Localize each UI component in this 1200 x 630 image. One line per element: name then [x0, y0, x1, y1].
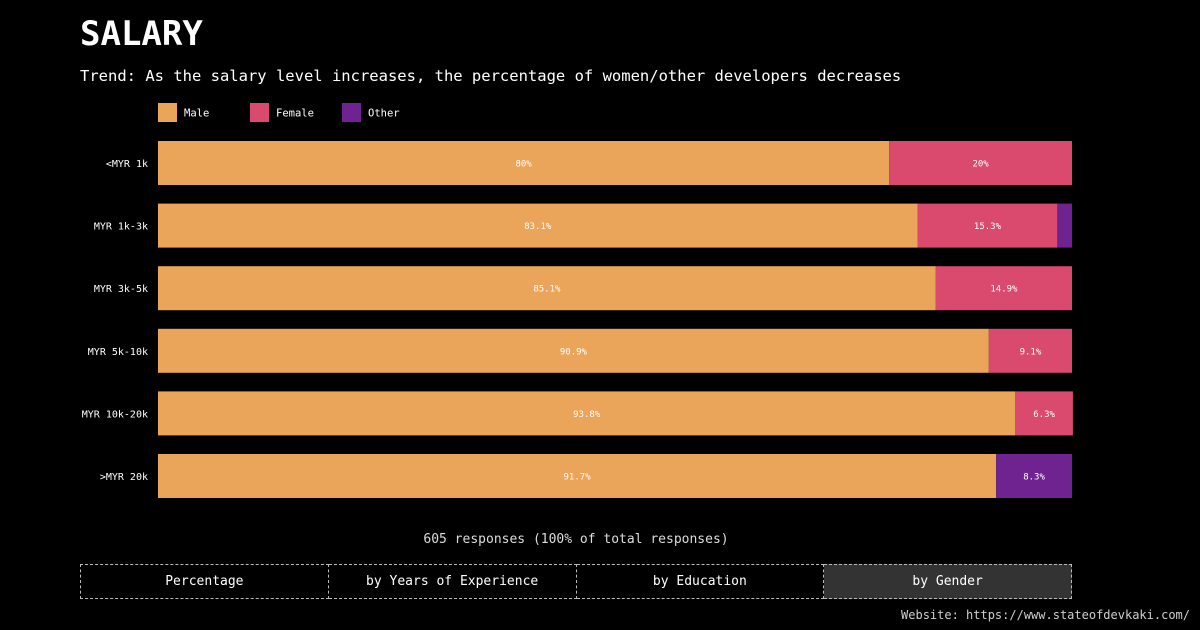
data-label-female: 15.3%: [974, 222, 1002, 232]
bar-other: [996, 454, 1072, 498]
bar-male: [158, 266, 936, 311]
bar-female: [1015, 391, 1073, 436]
legend-swatch-female: [250, 103, 269, 122]
category-label: MYR 3k-5k: [94, 284, 148, 295]
bar-male: [158, 141, 890, 185]
website-link[interactable]: Website: https://www.stateofdevkaki.com/: [901, 608, 1190, 622]
bar-female: [917, 203, 1058, 248]
category-label: MYR 1k-3k: [94, 222, 148, 233]
legend-swatch-other: [342, 103, 361, 122]
data-label-male: 93.8%: [573, 410, 601, 420]
page-subtitle: Trend: As the salary level increases, th…: [80, 67, 902, 85]
bar-female: [889, 141, 1072, 185]
data-label-male: 83.1%: [524, 222, 552, 232]
legend-label-male: Male: [184, 108, 209, 120]
tab-gender[interactable]: by Gender: [824, 564, 1072, 599]
tab-years-of-experience[interactable]: by Years of Experience: [328, 564, 577, 599]
chart-view-tabs: Percentage by Years of Experience by Edu…: [80, 564, 1072, 599]
category-label: <MYR 1k: [106, 159, 148, 170]
data-label-male: 91.7%: [564, 473, 592, 483]
data-label-female: 9.1%: [1020, 347, 1042, 357]
tab-percentage[interactable]: Percentage: [80, 564, 329, 599]
data-label-male: 80%: [515, 160, 532, 170]
legend-label-other: Other: [368, 108, 400, 120]
data-label-male: 85.1%: [533, 285, 561, 295]
legend-swatch-male: [158, 103, 177, 122]
tab-education[interactable]: by Education: [576, 564, 825, 599]
data-label-other: 8.3%: [1023, 473, 1045, 483]
responses-note: 605 responses (100% of total responses): [423, 532, 729, 547]
data-label-male: 90.9%: [560, 347, 588, 357]
data-label-female: 14.9%: [990, 285, 1018, 295]
category-label: MYR 10k-20k: [82, 409, 148, 420]
data-label-female: 6.3%: [1033, 410, 1055, 420]
bar-female: [935, 266, 1072, 311]
bar-male: [158, 391, 1016, 436]
bar-male: [158, 454, 997, 498]
legend-label-female: Female: [276, 108, 314, 120]
stacked-bar-chart: Male Female Other <MYR 1k 80% 20% MYR 1k-3k 83.…: [82, 103, 1073, 498]
bar-male: [158, 203, 918, 248]
data-label-female: 20%: [972, 160, 989, 170]
category-label: >MYR 20k: [100, 472, 148, 483]
category-label: MYR 5k-10k: [88, 347, 148, 358]
bar-female: [988, 328, 1072, 373]
bar-male: [158, 328, 989, 373]
page-title: SALARY: [80, 14, 203, 54]
bar-other: [1057, 203, 1072, 248]
